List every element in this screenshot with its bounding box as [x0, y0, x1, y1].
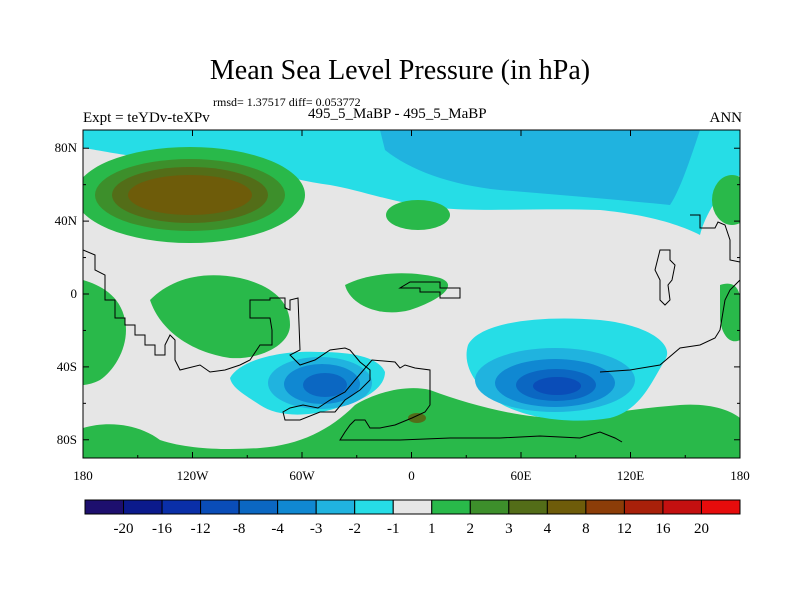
colorbar-label: -4: [271, 521, 284, 537]
x-tick-label: 60W: [289, 468, 315, 483]
southern-positive-core: [408, 413, 426, 423]
colorbar-swatch: [700, 499, 741, 515]
colorbar-label: -3: [310, 521, 323, 537]
coastline-island: [654, 249, 676, 306]
colorbar-swatch: [354, 499, 394, 515]
colorbar-swatch: [585, 499, 625, 515]
colorbar-swatch: [161, 499, 202, 515]
colorbar-label: 2: [467, 521, 475, 537]
colorbar-swatch: [662, 499, 702, 515]
tropical-positive-central: [150, 275, 290, 359]
x-tick-label: 120W: [177, 468, 210, 483]
coastline-eurasia: [690, 214, 740, 263]
colorbar-label: -20: [114, 521, 134, 537]
colorbar-label: 8: [582, 521, 590, 537]
axes: 180 120W 60W 0 60E 120E 180 80N 40N 0 40S 80S: [55, 130, 750, 483]
east-tropical-positive: [720, 283, 740, 342]
colorbar-label: 12: [617, 521, 632, 537]
colorbar-label: -1: [387, 521, 400, 537]
colorbar-swatch: [392, 499, 433, 515]
colorbar-swatch: [623, 499, 664, 515]
colorbar-swatch: [200, 499, 240, 515]
colorbar-swatch: [84, 499, 125, 515]
chart-title: Mean Sea Level Pressure (in hPa): [209, 55, 591, 86]
experiment-label: Expt = teYDv-teXPv: [83, 110, 210, 126]
colorbar-label: -12: [191, 521, 211, 537]
x-tick-label: 180: [730, 468, 750, 483]
colorbar-label: 3: [505, 521, 513, 537]
y-tick-label: 40N: [55, 213, 78, 228]
coastlines: [83, 214, 740, 443]
coastline-australia: [599, 279, 740, 373]
north-negative-core: [380, 130, 700, 205]
colorbar-label: -8: [233, 521, 246, 537]
x-tick-label: 180: [73, 468, 93, 483]
south-atlantic-low-core: [303, 373, 347, 397]
colorbar-swatch: [277, 499, 317, 515]
colorbar-label: 4: [544, 521, 552, 537]
colorbar-label: -16: [152, 521, 172, 537]
contour-field: [83, 130, 740, 458]
y-tick-label: 0: [71, 286, 78, 301]
indian-low-core: [533, 377, 581, 395]
colorbar-swatch: [123, 499, 163, 515]
coastline-africa: [398, 281, 461, 299]
colorbar-swatch: [508, 499, 548, 515]
y-tick-label: 80S: [57, 432, 77, 447]
colorbar-swatch: [469, 499, 510, 515]
colorbar-label: 1: [428, 521, 436, 537]
colorbar-label: 20: [694, 521, 709, 537]
southern-positive-band: [83, 388, 740, 458]
pacific-high-core: [128, 175, 252, 215]
colorbar-swatch: [238, 499, 279, 515]
colorbar-swatch: [431, 499, 471, 515]
x-tick-label: 60E: [511, 468, 532, 483]
colorbar-swatch: [315, 499, 356, 515]
colorbar-label: 16: [655, 521, 671, 537]
colorbar-swatch: [546, 499, 587, 515]
stats-text: rmsd= 1.37517 diff= 0.053772: [213, 95, 361, 109]
atlantic-positive: [345, 273, 449, 313]
season-label: ANN: [709, 110, 743, 126]
colorbar: -20 -16 -12 -8 -4 -3 -2 -1 1 2 3 4 8 12 16 20: [84, 499, 741, 537]
coastline-america: [83, 249, 623, 443]
east-positive: [712, 175, 740, 225]
x-tick-label: 120E: [617, 468, 645, 483]
y-tick-label: 80N: [55, 140, 78, 155]
north-atlantic-positive: [386, 200, 450, 230]
y-tick-label: 40S: [57, 359, 77, 374]
colorbar-label: -2: [348, 521, 361, 537]
x-tick-label: 0: [408, 468, 415, 483]
case-label: 495_5_MaBP - 495_5_MaBP: [308, 106, 487, 122]
